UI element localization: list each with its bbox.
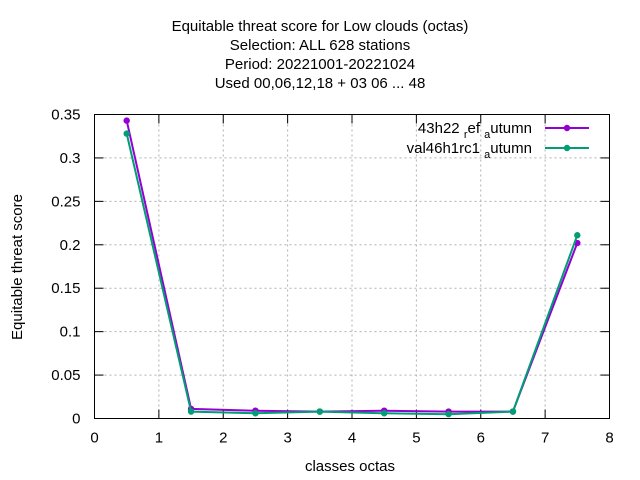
y-tick-label: 0.3: [60, 150, 81, 167]
y-axis-label: Equitable threat score: [9, 194, 26, 340]
legend-label-part: 43h22: [418, 120, 464, 137]
legend-label-part: a: [484, 129, 491, 141]
plot-frame: [94, 114, 610, 419]
series-2-point: [252, 410, 259, 417]
series-2-point: [445, 410, 452, 418]
x-tick-label: 8: [605, 430, 613, 447]
x-tick-label: 2: [219, 430, 227, 447]
legend-label-part: a: [484, 149, 491, 161]
y-tick-label: 0.15: [51, 280, 80, 297]
y-tick-label: 0.05: [51, 367, 80, 384]
x-tick-label: 0: [90, 430, 98, 447]
legend-label-part: val46h1rc1: [407, 140, 485, 157]
chart-title-line-4: Used 00,06,12,18 + 03 06 ... 48: [214, 75, 426, 92]
y-tick-label: 0.25: [51, 193, 80, 210]
legend-label-part: utumn: [490, 140, 532, 157]
series-2-point: [380, 410, 388, 417]
series-2-point: [187, 408, 195, 415]
x-axis-label: classes octas: [305, 458, 395, 475]
legend-label-part: r: [464, 129, 468, 141]
legend-marker-2: [563, 144, 571, 152]
x-tick-label: 7: [541, 430, 549, 447]
y-tick-label: 0.2: [60, 237, 81, 254]
series-2-point: [574, 232, 581, 239]
series-2-point: [509, 408, 517, 415]
legend-marker-1: [563, 124, 571, 132]
x-tick-label: 6: [477, 430, 485, 447]
legend-label-part: ef: [467, 120, 484, 137]
y-tick-label: 0.35: [51, 107, 80, 124]
legend-label-part: utumn: [490, 120, 532, 137]
chart-title-line-2: Selection: ALL 628 stations: [229, 37, 411, 54]
x-tick-label: 5: [412, 430, 420, 447]
x-tick-label: 3: [283, 430, 291, 447]
tick-layer: 0 1 2 3 4 5 6 7 8 0 0.05 0.1 0.15 0.2 0.25 0.3 0.35: [51, 107, 613, 447]
legend-label-2: val46h1rc1 autumn: [407, 140, 532, 161]
series-2-point: [123, 130, 130, 137]
grid-layer: [94, 114, 610, 419]
chart-title-line-1: Equitable threat score for Low clouds (o…: [171, 18, 469, 35]
series-line-2: [125, 133, 579, 416]
chart-title-line-3: Period: 20221001-20221024: [224, 56, 416, 73]
series-1-point: [123, 117, 130, 124]
y-tick-label: 0.1: [60, 324, 81, 341]
legend-label-1: 43h22 ref autumn: [418, 120, 532, 141]
x-tick-label: 1: [155, 430, 163, 447]
series-2-point: [316, 408, 324, 415]
x-tick-label: 4: [348, 430, 356, 447]
series-layer: [123, 117, 581, 418]
y-tick-label: 0: [72, 411, 80, 428]
